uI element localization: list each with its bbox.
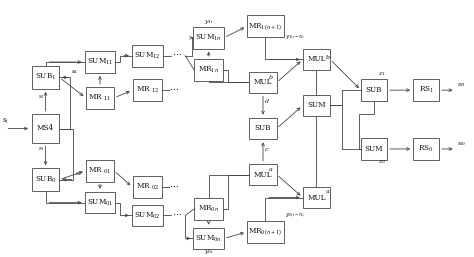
FancyBboxPatch shape (84, 192, 115, 214)
Text: SUM: SUM (365, 145, 383, 153)
FancyBboxPatch shape (193, 227, 224, 249)
Text: SUM$_{01}$: SUM$_{01}$ (87, 198, 113, 208)
Text: $\cdots$: $\cdots$ (169, 84, 179, 93)
Text: SUB: SUB (366, 86, 383, 94)
FancyBboxPatch shape (86, 87, 114, 109)
FancyBboxPatch shape (32, 66, 59, 89)
FancyBboxPatch shape (247, 15, 284, 37)
FancyBboxPatch shape (84, 51, 115, 73)
Text: MR$_{1n}$: MR$_{1n}$ (198, 65, 219, 75)
Text: MR$_{0n}$: MR$_{0n}$ (198, 204, 219, 214)
FancyBboxPatch shape (413, 79, 439, 101)
Text: $\cdots$: $\cdots$ (172, 209, 182, 218)
Text: $\cdots$: $\cdots$ (172, 49, 182, 58)
FancyBboxPatch shape (132, 205, 163, 226)
Text: $s_3$: $s_3$ (75, 170, 82, 178)
Text: $c$: $c$ (264, 146, 270, 153)
Text: $d$: $d$ (264, 97, 270, 105)
FancyBboxPatch shape (133, 79, 162, 101)
Text: SUM$_{1n}$: SUM$_{1n}$ (195, 33, 222, 43)
Text: $s_2$: $s_2$ (38, 94, 45, 101)
Text: MR$_{0(n+1)}$: MR$_{0(n+1)}$ (248, 227, 283, 237)
Text: $b$: $b$ (268, 73, 273, 81)
Text: MR $_{02}$: MR $_{02}$ (136, 182, 159, 192)
FancyBboxPatch shape (247, 221, 284, 243)
Text: $s_{I0}$: $s_{I0}$ (456, 140, 466, 148)
FancyBboxPatch shape (133, 176, 162, 198)
FancyBboxPatch shape (249, 164, 277, 185)
Text: $y_{1i}$: $y_{1i}$ (204, 18, 214, 26)
Text: $s_i$: $s_i$ (1, 117, 8, 126)
Text: SUM$_{12}$: SUM$_{12}$ (134, 51, 161, 61)
Text: RS$_0$: RS$_0$ (419, 144, 434, 154)
Text: SUM$_{02}$: SUM$_{02}$ (134, 210, 161, 221)
Text: $z_1$: $z_1$ (378, 70, 385, 78)
Text: MUL: MUL (254, 78, 272, 87)
Text: SUB$_1$: SUB$_1$ (35, 72, 56, 82)
FancyBboxPatch shape (413, 138, 439, 160)
Text: MR$_{1(n+1)}$: MR$_{1(n+1)}$ (248, 21, 283, 32)
Text: SUB$_0$: SUB$_0$ (35, 175, 56, 185)
FancyBboxPatch shape (132, 45, 163, 67)
Text: $z_0$: $z_0$ (378, 158, 386, 166)
Text: $b$: $b$ (325, 53, 330, 61)
FancyBboxPatch shape (32, 114, 59, 143)
Text: SUM$_{11}$: SUM$_{11}$ (87, 57, 113, 67)
Text: $s_1$: $s_1$ (38, 145, 45, 153)
FancyBboxPatch shape (303, 187, 330, 208)
Text: SUB: SUB (255, 124, 271, 133)
Text: SUM: SUM (307, 102, 326, 109)
Text: $a$: $a$ (268, 166, 273, 173)
Text: MR $_{12}$: MR $_{12}$ (136, 85, 159, 95)
Text: $y_{1(i-N)}$: $y_{1(i-N)}$ (285, 34, 305, 42)
Text: $y_{0(i-N)}$: $y_{0(i-N)}$ (285, 212, 305, 220)
Text: $y_{0i}$: $y_{0i}$ (204, 248, 214, 256)
Text: $\cdots$: $\cdots$ (169, 181, 179, 190)
FancyBboxPatch shape (249, 118, 277, 139)
Text: MUL: MUL (307, 56, 326, 63)
FancyBboxPatch shape (193, 27, 224, 49)
Text: MR $_{01}$: MR $_{01}$ (89, 166, 111, 176)
FancyBboxPatch shape (194, 59, 223, 81)
FancyBboxPatch shape (303, 95, 330, 116)
FancyBboxPatch shape (86, 160, 114, 181)
FancyBboxPatch shape (303, 49, 330, 70)
FancyBboxPatch shape (194, 198, 223, 220)
Text: MUL: MUL (307, 194, 326, 201)
Text: RS$_1$: RS$_1$ (419, 85, 434, 95)
FancyBboxPatch shape (361, 138, 387, 160)
Text: $s_4$: $s_4$ (71, 68, 78, 76)
Text: $s_{I1}$: $s_{I1}$ (456, 81, 465, 89)
FancyBboxPatch shape (249, 72, 277, 93)
Text: SUM$_{0n}$: SUM$_{0n}$ (195, 233, 222, 244)
Text: MUL: MUL (254, 170, 272, 179)
Text: $a$: $a$ (325, 188, 330, 195)
FancyBboxPatch shape (32, 168, 59, 191)
FancyBboxPatch shape (361, 79, 387, 101)
Text: MR $_{11}$: MR $_{11}$ (89, 93, 111, 103)
Text: MS4: MS4 (37, 124, 54, 133)
